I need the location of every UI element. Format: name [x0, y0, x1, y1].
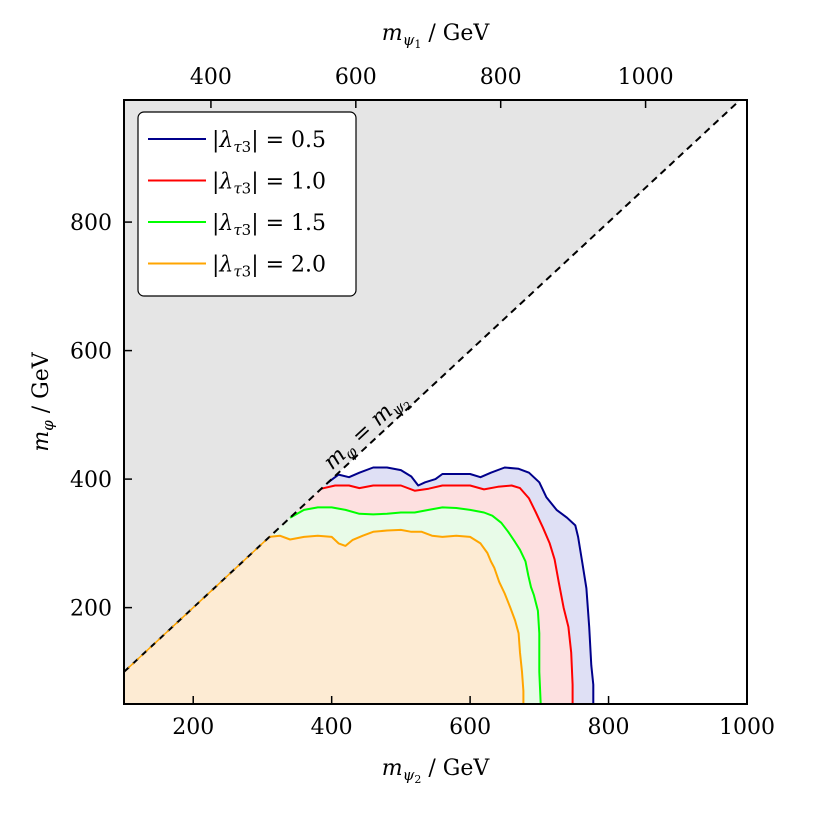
y-tick-label: 600 [70, 340, 112, 365]
legend-label-1: |λτ3| = 1.0 [212, 170, 326, 198]
legend-box [137, 111, 357, 297]
top-x-tick-label: 800 [480, 65, 522, 90]
axes: 200 400 600 800 1000 200 400 600 800 400 600 800 100… [70, 65, 775, 740]
legend-label-2: |λτ3| = 1.5 [212, 211, 326, 239]
x-tick-label: 800 [588, 715, 630, 740]
y-axis-title: mφ / GeV [29, 351, 57, 451]
x-tick-label: 200 [172, 715, 214, 740]
x-tick-label: 600 [449, 715, 491, 740]
contour-line-2 [289, 506, 542, 705]
x-axis-title: mψ2 / GeV [382, 756, 491, 786]
legend: |λτ3| = 0.5 |λτ3| = 1.0 |λτ3| = 1.5 |λτ3| =… [137, 111, 357, 297]
contour-line-1 [321, 484, 574, 704]
top-x-tick-label: 400 [190, 65, 232, 90]
legend-label-3: |λτ3| = 2.0 [212, 253, 326, 281]
y-tick-label: 400 [70, 468, 112, 493]
top-x-tick-label: 600 [335, 65, 377, 90]
y-tick-label: 800 [70, 211, 112, 236]
x-tick-label: 400 [311, 715, 353, 740]
diagonal-overlay-line [123, 536, 270, 673]
legend-label-0: |λτ3| = 0.5 [212, 128, 326, 156]
diagonal-line [123, 99, 741, 673]
x-tick-label: 1000 [719, 715, 775, 740]
plot-frame [123, 99, 748, 705]
y-tick-label: 200 [70, 597, 112, 622]
contour-lines [269, 466, 595, 705]
top-axis-title: mψ1 / GeV [382, 21, 491, 51]
contour-line-0 [327, 466, 595, 704]
region-fill-3 [124, 529, 524, 704]
contour-line-3 [269, 528, 525, 704]
top-x-tick-label: 1000 [618, 65, 674, 90]
axis-titles: mψ2 / GeV mψ1 / GeV mφ / GeV [29, 21, 490, 786]
